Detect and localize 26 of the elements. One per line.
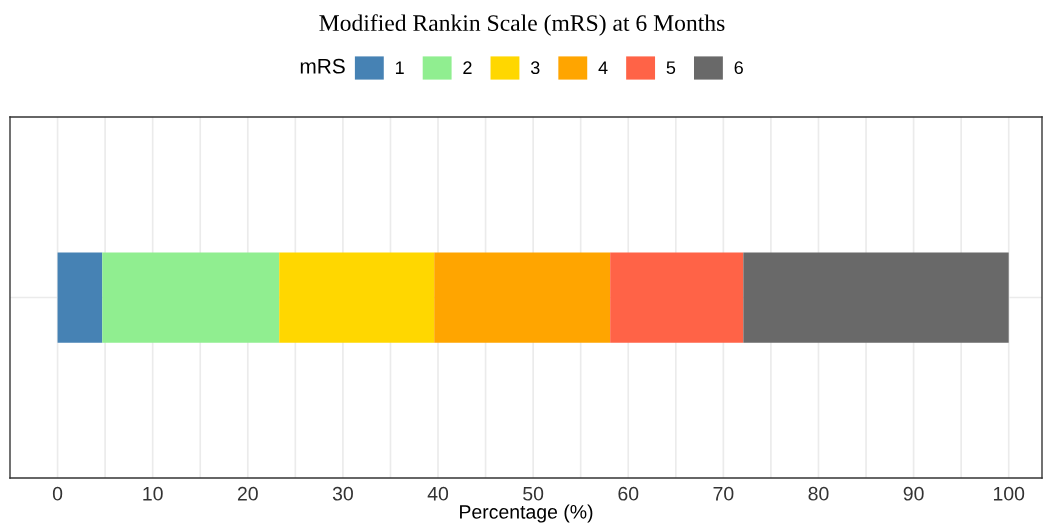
x-tick-label: 50 xyxy=(523,486,544,501)
x-tick-label: 80 xyxy=(808,486,829,501)
bar xyxy=(434,252,611,343)
bar xyxy=(743,252,1009,343)
legend-label: 4 xyxy=(598,61,608,74)
x-tick-label: 100 xyxy=(993,486,1025,501)
x-tick-label: 40 xyxy=(427,486,449,501)
legend-label: 6 xyxy=(734,61,743,75)
x-tick-label: 30 xyxy=(332,486,353,501)
bar xyxy=(279,252,435,343)
x-axis-title: Percentage (%) xyxy=(460,504,593,523)
bar xyxy=(57,252,103,343)
x-tick-label: 60 xyxy=(618,486,639,501)
bar xyxy=(102,252,280,343)
x-tick-label: 90 xyxy=(903,486,924,501)
legend-label: 2 xyxy=(463,61,472,74)
legend-label: 5 xyxy=(666,61,676,75)
chart-title: Modified Rankin Scale (mRS) at 6 Months xyxy=(319,14,725,36)
legend-label: 1 xyxy=(395,61,404,74)
x-tick-label: 20 xyxy=(237,486,258,501)
x-tick-label: 0 xyxy=(52,486,63,501)
legend-label: 3 xyxy=(530,61,540,75)
x-tick-label: 10 xyxy=(143,486,163,501)
legend-title: mRS xyxy=(300,58,345,74)
x-tick-label: 70 xyxy=(713,486,734,501)
bar xyxy=(610,252,744,343)
